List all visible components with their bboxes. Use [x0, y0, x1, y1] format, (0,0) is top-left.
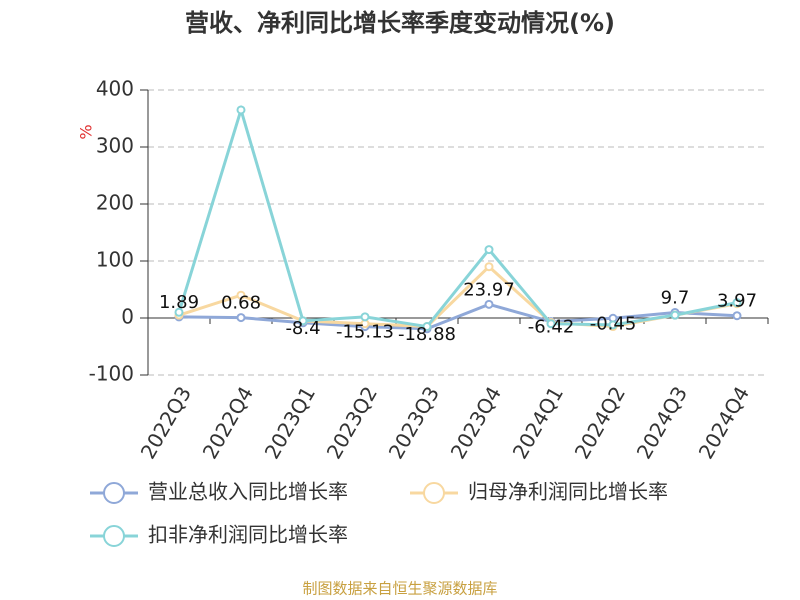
y-axis-label: %: [77, 124, 96, 139]
data-label: 1.89: [159, 292, 199, 313]
source-note: 制图数据来自恒生聚源数据库: [302, 580, 497, 598]
x-tick-label: 2023Q2: [322, 382, 382, 463]
data-point: [484, 245, 494, 255]
x-tick-label: 2023Q3: [384, 382, 444, 463]
data-label: 23.97: [463, 279, 515, 300]
legend-label: 营业总收入同比增长率: [148, 480, 348, 504]
series-line: [177, 104, 738, 329]
data-point: [608, 320, 618, 330]
data-point: [360, 312, 370, 322]
chart-title: 营收、净利同比增长率季度变动情况(%): [185, 9, 615, 37]
data-point: [484, 262, 494, 272]
data-label: 3.97: [717, 291, 757, 312]
data-label: 9.7: [661, 287, 690, 308]
x-tick-label: 2024Q1: [508, 382, 568, 463]
data-label: -18.88: [398, 324, 456, 345]
x-tick-label: 2022Q4: [198, 382, 258, 463]
x-tick-label: 2023Q1: [260, 382, 320, 463]
data-point: [422, 322, 432, 332]
y-tick-label: 0: [121, 305, 134, 329]
data-point: [236, 290, 246, 300]
data-point: [236, 313, 246, 323]
legend-label: 归母净利润同比增长率: [468, 480, 668, 504]
y-tick-label: 200: [96, 191, 134, 215]
x-tick-label: 2024Q4: [694, 382, 754, 463]
data-label: -6.42: [528, 317, 575, 338]
data-point: [298, 316, 308, 326]
y-tick-label: 300: [96, 134, 134, 158]
y-tick-label: -100: [89, 362, 134, 386]
data-label: -15.13: [336, 322, 394, 343]
x-tick-label: 2022Q3: [136, 382, 196, 463]
legend-marker: [103, 482, 125, 504]
legend-marker: [103, 525, 125, 547]
data-label: 0.68: [221, 293, 261, 314]
data-point: [236, 105, 246, 115]
series-line: [178, 302, 738, 331]
x-tick-label: 2024Q2: [570, 382, 630, 463]
data-point: [546, 319, 556, 329]
data-point: [732, 311, 742, 321]
data-point: [732, 298, 742, 308]
x-tick-label: 2024Q3: [632, 382, 692, 463]
legend-label: 扣非净利润同比增长率: [148, 523, 348, 547]
data-label: -8.4: [285, 318, 320, 339]
x-tick-label: 2023Q4: [446, 382, 506, 463]
data-point: [670, 310, 680, 320]
y-tick-label: 400: [96, 77, 134, 101]
y-tick-label: 100: [96, 248, 134, 272]
data-point: [484, 299, 494, 309]
data-label: -0.45: [590, 313, 637, 334]
data-point: [174, 307, 184, 317]
legend-marker: [423, 482, 445, 504]
